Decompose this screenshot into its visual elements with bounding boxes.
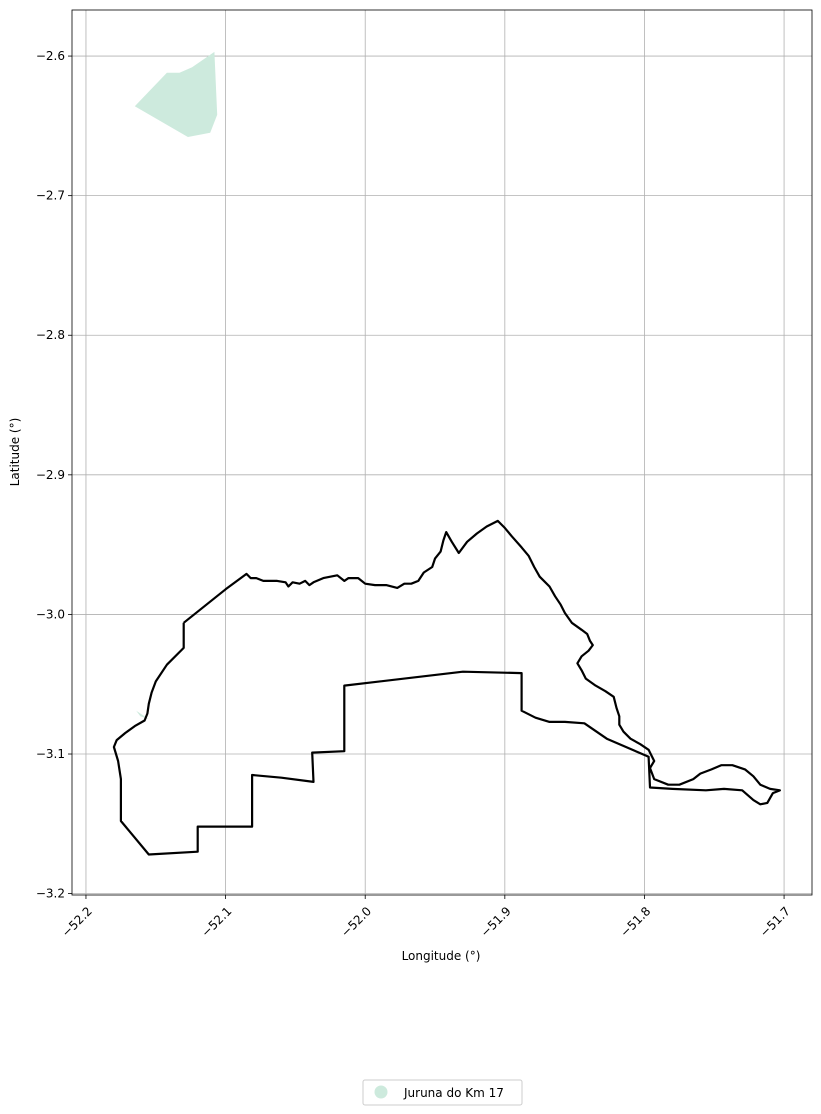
y-tick-label: −3.1 [36,747,65,761]
axes-frame [71,9,813,896]
territory-polygon [134,51,218,137]
boundary-outline [112,519,782,856]
gridlines [72,10,812,895]
legend: Juruna do Km 17 [362,1079,523,1106]
y-tick-label: −2.9 [36,468,65,482]
x-axis-label: Longitude (°) [402,949,481,963]
plot-area [71,9,813,896]
y-axis-ticks: −2.6 −2.7 −2.8 −2.9 −3.0 −3.1 −3.2 [36,49,72,901]
legend-frame [362,1079,523,1106]
y-tick-label: −2.6 [36,49,65,63]
municipality-boundary [112,519,782,856]
y-tick-label: −3.0 [36,607,65,621]
y-tick-label: −2.7 [36,189,65,203]
legend-label: Juruna do Km 17 [403,1086,504,1100]
legend-marker [374,1085,388,1099]
y-tick-label: −2.8 [36,328,65,342]
y-axis-label: Latitude (°) [8,418,22,487]
y-tick-label: −3.2 [36,887,65,901]
axes-background [72,10,812,895]
